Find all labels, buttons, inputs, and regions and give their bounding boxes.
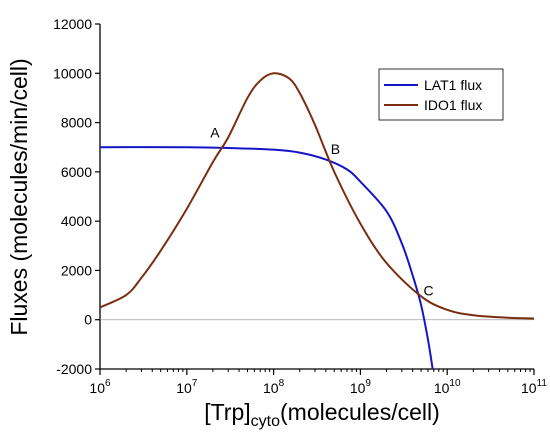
x-axis-title-main: [Trp] — [204, 399, 250, 425]
annotation-a: A — [210, 125, 220, 141]
series-line-1 — [100, 146, 434, 369]
y-axis-ticks: -2000 0 2000 4000 6000 8000 10000 12000 — [53, 16, 100, 377]
y-tick-label: 10000 — [53, 65, 92, 81]
y-tick-label: 8000 — [61, 115, 92, 131]
annotation-c: C — [424, 283, 434, 299]
y-tick-label: 6000 — [61, 164, 92, 180]
x-tick-label: 1011 — [521, 378, 547, 396]
legend: LAT1 flux IDO1 flux — [378, 68, 504, 121]
y-tick-label: 4000 — [61, 213, 92, 229]
x-tick-label: 1010 — [434, 378, 461, 396]
y-tick-label: 0 — [84, 312, 92, 328]
x-tick-label: 108 — [263, 378, 285, 396]
x-axis-title-units: (molecules/cell) — [280, 399, 440, 425]
series-line-2 — [100, 72, 534, 320]
y-tick-label: 12000 — [53, 16, 92, 32]
x-tick-label: 106 — [89, 378, 111, 396]
x-axis-ticks: 106 107 108 109 1010 1011 — [89, 369, 547, 396]
x-tick-label: 107 — [176, 378, 198, 396]
legend-label-2: IDO1 flux — [424, 97, 482, 113]
y-axis-title: Fluxes (molecules/min/cell) — [6, 58, 32, 335]
x-axis-title-subscript: cyto — [251, 413, 280, 430]
annotation-b: B — [331, 141, 340, 157]
x-tick-label: 109 — [350, 378, 372, 396]
point-annotations: A B C — [210, 125, 433, 299]
series-lines — [100, 72, 534, 369]
plot-frame — [99, 24, 534, 370]
y-tick-label: -2000 — [56, 361, 92, 377]
x-axis-title: [Trp]cyto(molecules/cell) — [204, 399, 440, 430]
y-tick-label: 2000 — [61, 262, 92, 278]
legend-box — [378, 68, 504, 121]
legend-label-1: LAT1 flux — [424, 77, 482, 93]
